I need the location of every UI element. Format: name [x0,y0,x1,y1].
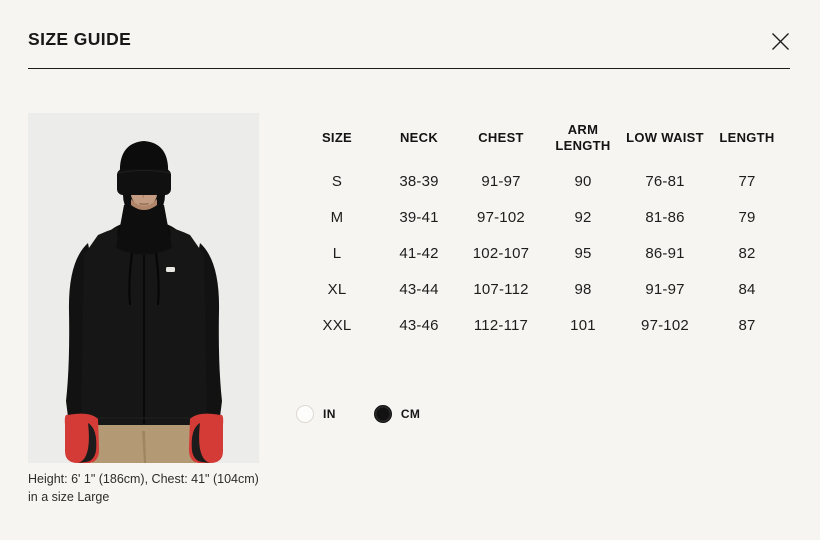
table-cell: 97-102 [477,208,525,226]
model-illustration [28,113,259,463]
table-cell: 39-41 [399,208,439,226]
table-cell: 41-42 [399,244,439,262]
column-header-arm-length: ARM LENGTH [555,122,611,153]
table-cell: 43-44 [399,280,439,298]
header-divider [28,68,790,69]
table-cell: 107-112 [473,280,529,298]
size-table: SIZE NECK CHEST ARM LENGTH LOW WAIST LEN… [296,113,788,343]
size-label: XXL [322,316,352,334]
table-cell: 76-81 [645,172,685,190]
column-header-chest: CHEST [478,130,524,145]
column-header-neck: NECK [399,130,439,145]
radio-icon [373,405,392,423]
table-cell: 92 [574,208,592,226]
table-cell: 86-91 [645,244,685,262]
column-header-low-waist: LOW WAIST [626,130,704,145]
page-title: SIZE GUIDE [28,29,132,49]
column-header-length: LENGTH [719,130,775,145]
table-cell: 91-97 [645,280,685,298]
table-cell: 91-97 [481,172,521,190]
table-cell: 98 [574,280,592,298]
close-icon [771,32,790,51]
table-cell: 101 [570,316,596,334]
table-cell: 38-39 [399,172,439,190]
table-cell: 84 [738,280,756,298]
caption-line-1: Height: 6' 1" (186cm), Chest: 41" (104cm… [28,472,259,486]
model-caption: Height: 6' 1" (186cm), Chest: 41" (104cm… [28,470,259,506]
unit-label: CM [400,407,421,421]
radio-icon [296,405,314,423]
table-cell: 81-86 [645,208,685,226]
table-cell: 97-102 [641,316,689,334]
table-cell: 82 [738,244,756,262]
size-label: M [330,208,344,226]
size-label: L [332,244,342,262]
unit-toggle: IN CM [296,405,420,423]
table-cell: 102-107 [472,244,530,262]
table-cell: 79 [738,208,756,226]
close-button[interactable] [766,27,794,55]
table-cell: 43-46 [399,316,439,334]
table-cell: 95 [574,244,592,262]
size-label: XL [327,280,347,298]
table-cell: 87 [738,316,756,334]
size-table-panel: SIZE NECK CHEST ARM LENGTH LOW WAIST LEN… [296,113,788,343]
unit-option-in[interactable]: IN [296,405,336,423]
unit-label: IN [323,407,336,421]
caption-line-2: in a size Large [28,490,110,504]
unit-option-cm[interactable]: CM [373,405,421,423]
model-photo [28,113,259,463]
table-cell: 77 [738,172,756,190]
table-cell: 90 [574,172,592,190]
table-cell: 112-117 [473,316,529,334]
size-label: S [331,172,343,190]
column-header-size: SIZE [321,130,353,145]
